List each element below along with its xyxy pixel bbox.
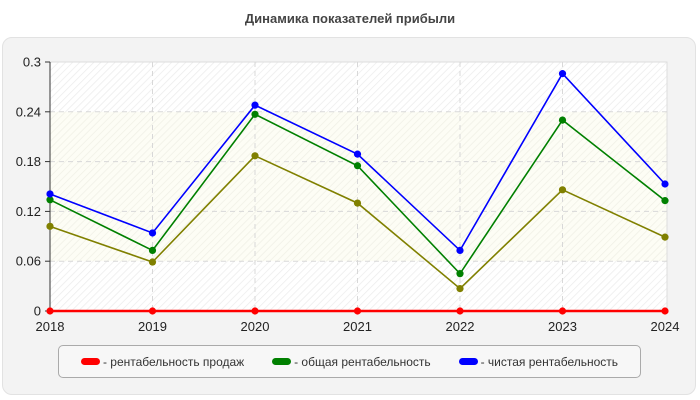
legend-item-net-profitability[interactable]: - чистая рентабельность	[458, 354, 619, 369]
x-tick-label: 2019	[138, 319, 167, 334]
x-tick-label: 2022	[446, 319, 475, 334]
legend-label: - общая рентабельность	[294, 354, 431, 369]
data-point[interactable]	[661, 233, 669, 241]
y-tick-label: 0.18	[16, 154, 41, 169]
series-чистая рентабельность	[46, 70, 669, 255]
data-point[interactable]	[558, 307, 567, 315]
series-общая рентабельность	[46, 110, 669, 278]
data-point[interactable]	[456, 284, 464, 293]
data-point[interactable]	[148, 229, 157, 237]
data-point[interactable]	[558, 186, 567, 194]
plot-area	[49, 61, 668, 312]
data-point[interactable]	[148, 258, 157, 266]
data-point[interactable]	[251, 110, 259, 118]
data-point[interactable]	[558, 70, 567, 78]
data-point[interactable]	[353, 199, 362, 207]
axes: 0 0.06 0.12 0.18 0.24 0.3 2018 2019 2020 2021 2022…	[16, 55, 680, 335]
data-point[interactable]	[353, 162, 362, 170]
data-point[interactable]	[661, 307, 669, 315]
data-point[interactable]	[456, 246, 464, 255]
data-point[interactable]	[661, 197, 669, 205]
data-point[interactable]	[46, 196, 54, 204]
data-point[interactable]	[353, 307, 362, 315]
chart-title: Динамика показателей прибыли	[244, 11, 456, 26]
y-tick-label: 0	[34, 304, 41, 319]
x-tick-label: 2023	[548, 319, 577, 334]
y-tick-label: 0.24	[16, 104, 41, 119]
data-point[interactable]	[46, 190, 54, 198]
legend-swatch-green	[272, 358, 292, 365]
series-рентабельность продаж	[46, 307, 669, 315]
data-point[interactable]	[46, 307, 54, 315]
series-lines	[46, 70, 669, 315]
legend-item-total-profitability[interactable]: - общая рентабельность	[272, 355, 431, 369]
data-point[interactable]	[456, 307, 464, 315]
legend-swatch-blue	[458, 358, 478, 365]
series-unlabeled	[46, 152, 669, 293]
y-tick-label: 0.3	[23, 55, 41, 70]
data-point[interactable]	[251, 101, 259, 109]
data-point[interactable]	[251, 307, 259, 315]
y-tick-label: 0.12	[16, 204, 41, 219]
data-point[interactable]	[661, 180, 669, 188]
data-point[interactable]	[353, 150, 362, 158]
data-point[interactable]	[148, 246, 157, 255]
y-tick-label: 0.06	[16, 254, 41, 269]
legend-item-sales-profitability[interactable]: - рентабельность продаж	[80, 354, 245, 369]
legend-label: - рентабельность продаж	[102, 354, 245, 369]
x-tick-label: 2020	[241, 319, 270, 334]
data-point[interactable]	[456, 270, 464, 278]
legend: - рентабельность продаж - общая рентабел…	[58, 345, 641, 378]
x-tick-label: 2024	[651, 319, 680, 334]
data-point[interactable]	[148, 307, 157, 315]
data-point[interactable]	[46, 222, 54, 230]
data-point[interactable]	[558, 116, 567, 124]
legend-label: - чистая рентабельность	[480, 354, 619, 369]
x-tick-label: 2021	[343, 319, 372, 334]
legend-swatch-red	[80, 358, 100, 365]
data-point[interactable]	[251, 152, 259, 160]
x-tick-label: 2018	[36, 319, 65, 334]
gridlines	[50, 62, 667, 311]
